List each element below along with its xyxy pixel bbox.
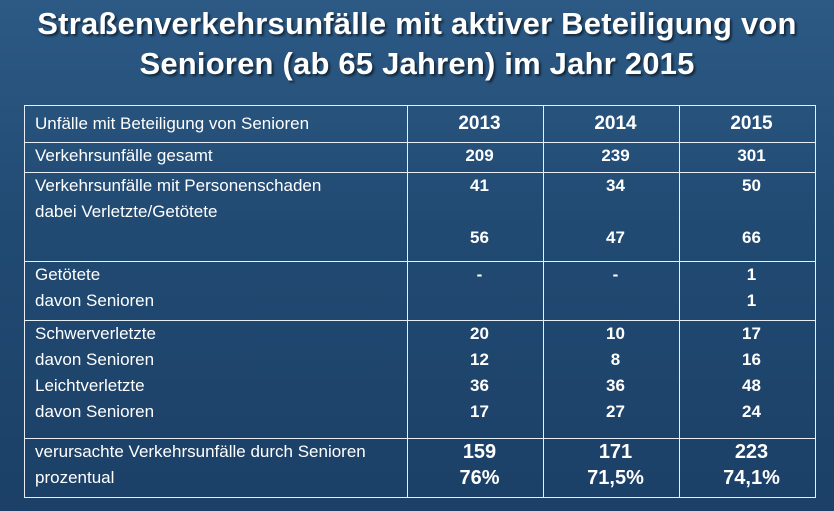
- value: 12: [470, 350, 489, 370]
- value: [408, 288, 543, 314]
- value-cell-2013: 41 56: [407, 172, 544, 262]
- value: 17: [470, 402, 489, 422]
- header-year-2013: 2013: [458, 113, 501, 134]
- accident-statistics-table: Unfälle mit Beteiligung von Senioren 201…: [24, 105, 816, 499]
- row-label: Getötete: [35, 264, 101, 284]
- value-cell-2014: 171 71,5%: [543, 437, 680, 499]
- table-row-fatalities: Getötete davon Senioren - - 1 1: [24, 260, 816, 322]
- table-row-injuries: Schwerverletzte davon Senioren Leichtver…: [24, 320, 816, 439]
- row-label: davon Senioren: [35, 402, 155, 422]
- row-label: Leichtverletzte: [35, 376, 145, 396]
- percentage-value: 76%: [459, 466, 500, 489]
- value: 47: [606, 228, 625, 248]
- header-year-cell: 2013: [407, 105, 544, 143]
- header-label: Unfälle mit Beteiligung von Senioren: [35, 114, 310, 133]
- value: 10: [606, 324, 625, 344]
- value: 20: [470, 324, 489, 344]
- header-year-cell: 2014: [543, 105, 680, 143]
- row-label-cell: Verkehrsunfälle mit Personenschaden dabe…: [24, 172, 408, 262]
- value: 24: [742, 402, 761, 422]
- value: 34: [606, 176, 625, 196]
- value-cell-2015: 301: [679, 141, 816, 174]
- title-line-2: Senioren (ab 65 Jahren) im Jahr 2015: [139, 46, 695, 81]
- row-label: dabei Verletzte/Getötete: [35, 202, 218, 222]
- value: 223: [734, 440, 769, 463]
- value-cell-2014: 34 47: [543, 172, 680, 262]
- percentage-value: 74,1%: [723, 466, 780, 489]
- row-label: prozentual: [35, 467, 115, 487]
- header-label-cell: Unfälle mit Beteiligung von Senioren: [24, 105, 408, 143]
- header-year-2014: 2014: [594, 113, 637, 134]
- value-cell-2014: 10 8 36 27: [543, 320, 680, 439]
- value: 171: [598, 440, 633, 463]
- value-cell-2015: 223 74,1%: [679, 437, 816, 499]
- header-year-cell: 2015: [679, 105, 816, 143]
- value: 36: [606, 376, 625, 396]
- spacer: [680, 199, 815, 225]
- value-cell-2013: 20 12 36 17: [407, 320, 544, 439]
- value: 8: [610, 350, 621, 370]
- value-cell-2013: 209: [407, 141, 544, 174]
- row-label-cell: Schwerverletzte davon Senioren Leichtver…: [24, 320, 408, 439]
- value: 209: [465, 145, 494, 165]
- row-label: Verkehrsunfälle gesamt: [35, 145, 213, 165]
- value: [544, 288, 679, 314]
- value-cell-2015: 50 66: [679, 172, 816, 262]
- value: 16: [742, 350, 761, 370]
- header-year-2015: 2015: [730, 113, 773, 134]
- value-cell-2014: -: [543, 260, 680, 322]
- table-row-personal-injury: Verkehrsunfälle mit Personenschaden dabe…: [24, 172, 816, 262]
- row-label-cell: Verkehrsunfälle gesamt: [24, 141, 408, 174]
- percentage-value: 71,5%: [587, 466, 644, 489]
- value: -: [612, 264, 619, 284]
- value: 27: [606, 402, 625, 422]
- value-cell-2013: -: [407, 260, 544, 322]
- table-row-caused-by-seniors: verursachte Verkehrsunfälle durch Senior…: [24, 437, 816, 499]
- spacer: [408, 199, 543, 225]
- value: 17: [742, 324, 761, 344]
- value: 66: [742, 228, 761, 248]
- spacer: [544, 199, 679, 225]
- page-title: Straßenverkehrsunfälle mit aktiver Betei…: [0, 4, 834, 84]
- table-header-row: Unfälle mit Beteiligung von Senioren 201…: [24, 105, 816, 143]
- row-label-cell: verursachte Verkehrsunfälle durch Senior…: [24, 437, 408, 499]
- row-label: verursachte Verkehrsunfälle durch Senior…: [35, 441, 366, 461]
- value: 36: [470, 376, 489, 396]
- row-label: davon Senioren: [35, 290, 155, 310]
- row-label: Verkehrsunfälle mit Personenschaden: [35, 176, 322, 196]
- value: 1: [746, 290, 757, 310]
- title-line-1: Straßenverkehrsunfälle mit aktiver Betei…: [37, 6, 797, 41]
- value: 239: [601, 145, 630, 165]
- value: 50: [742, 176, 761, 196]
- value: 56: [470, 228, 489, 248]
- value-cell-2014: 239: [543, 141, 680, 174]
- value: 301: [737, 145, 766, 165]
- value-cell-2015: 17 16 48 24: [679, 320, 816, 439]
- value: 48: [742, 376, 761, 396]
- value: -: [476, 264, 483, 284]
- value: 159: [462, 440, 497, 463]
- value: 41: [470, 176, 489, 196]
- value-cell-2015: 1 1: [679, 260, 816, 322]
- row-label: Schwerverletzte: [35, 324, 156, 344]
- table-row-total-accidents: Verkehrsunfälle gesamt 209 239 301: [24, 141, 816, 174]
- value-cell-2013: 159 76%: [407, 437, 544, 499]
- row-label-cell: Getötete davon Senioren: [24, 260, 408, 322]
- row-label: davon Senioren: [35, 350, 155, 370]
- value: 1: [746, 264, 757, 284]
